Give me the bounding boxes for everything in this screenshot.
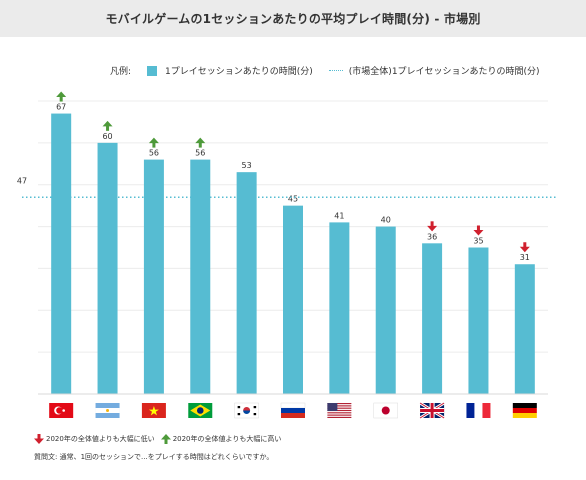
- flag-icon-korea: [234, 402, 259, 419]
- flag-icon-russia: [280, 402, 306, 418]
- bar-value-label: 67: [56, 103, 66, 112]
- down-arrow-icon: [427, 221, 438, 232]
- bar: [375, 226, 396, 394]
- flag-icon-japan: [373, 402, 398, 419]
- bar-value-label: 53: [242, 161, 252, 170]
- chart-legend: 凡例: 1プレイセッションあたりの時間(分) (市場全体)1プレイセッションあた…: [110, 64, 540, 77]
- bar-value-label: 35: [473, 237, 483, 246]
- footnote-down-text: 2020年の全体値よりも大幅に低い: [46, 435, 155, 443]
- bar: [329, 222, 350, 394]
- up-arrow-icon: [148, 137, 159, 148]
- flag-icon-france: [466, 403, 491, 418]
- flag-icon-vietnam: [141, 403, 166, 418]
- bar-value-label: 56: [195, 149, 205, 158]
- bar-value-label: 60: [102, 132, 112, 141]
- bar: [51, 113, 72, 395]
- bar-value-label: 41: [334, 211, 344, 220]
- bar-value-label: 40: [381, 216, 391, 225]
- legend-bar-swatch: [147, 65, 158, 76]
- bar-value-label: 56: [149, 149, 159, 158]
- up-arrow-icon: [102, 120, 113, 131]
- up-arrow-icon: [56, 91, 67, 102]
- legend-label: 凡例:: [110, 67, 132, 77]
- chart-title-bar: モバイルゲームの1セッションあたりの平均プレイ時間(分) - 市場別: [0, 0, 586, 37]
- footnote-up-text: 2020年の全体値よりも大幅に高い: [172, 435, 282, 443]
- bar-value-label: 36: [427, 232, 437, 241]
- bar: [236, 172, 257, 394]
- footnote-significance: 2020年の全体値よりも大幅に低い 2020年の全体値よりも大幅に高い: [34, 434, 281, 444]
- bar: [514, 264, 535, 394]
- legend-line-series: (市場全体)1プレイセッションあたりの時間(分): [348, 67, 540, 77]
- chart-title: モバイルゲームの1セッションあたりの平均プレイ時間(分) - 市場別: [105, 12, 481, 26]
- reference-line-label: 47: [17, 176, 27, 185]
- flag-icon-brazil: [188, 403, 213, 418]
- up-arrow-icon: [160, 434, 171, 444]
- down-arrow-icon: [473, 225, 484, 236]
- flag-icon-germany: [512, 403, 537, 418]
- bar: [190, 159, 211, 394]
- footnote-question: 質問文: 通常、1回のセッションで...をプレイする時間はどれくらいですか。: [34, 452, 273, 462]
- flag-icon-turkey: [49, 403, 74, 418]
- legend-line-swatch: [328, 70, 343, 71]
- legend-bar-series: 1プレイセッションあたりの時間(分): [165, 67, 313, 77]
- bar: [468, 247, 489, 394]
- bar: [97, 142, 118, 394]
- down-arrow-icon: [519, 242, 530, 253]
- bar-value-label: 45: [288, 195, 298, 204]
- bar: [283, 205, 303, 394]
- flag-icon-uk: [419, 401, 445, 420]
- up-arrow-icon: [195, 137, 206, 148]
- flag-icon-argentina: [95, 403, 120, 418]
- bar: [422, 243, 443, 394]
- bar: [143, 159, 164, 394]
- footnote-question-text: 質問文: 通常、1回のセッションで...をプレイする時間はどれくらいですか。: [34, 453, 274, 461]
- bar-value-label: 31: [520, 253, 530, 262]
- flag-icon-usa: [327, 403, 352, 418]
- down-arrow-icon: [34, 434, 44, 444]
